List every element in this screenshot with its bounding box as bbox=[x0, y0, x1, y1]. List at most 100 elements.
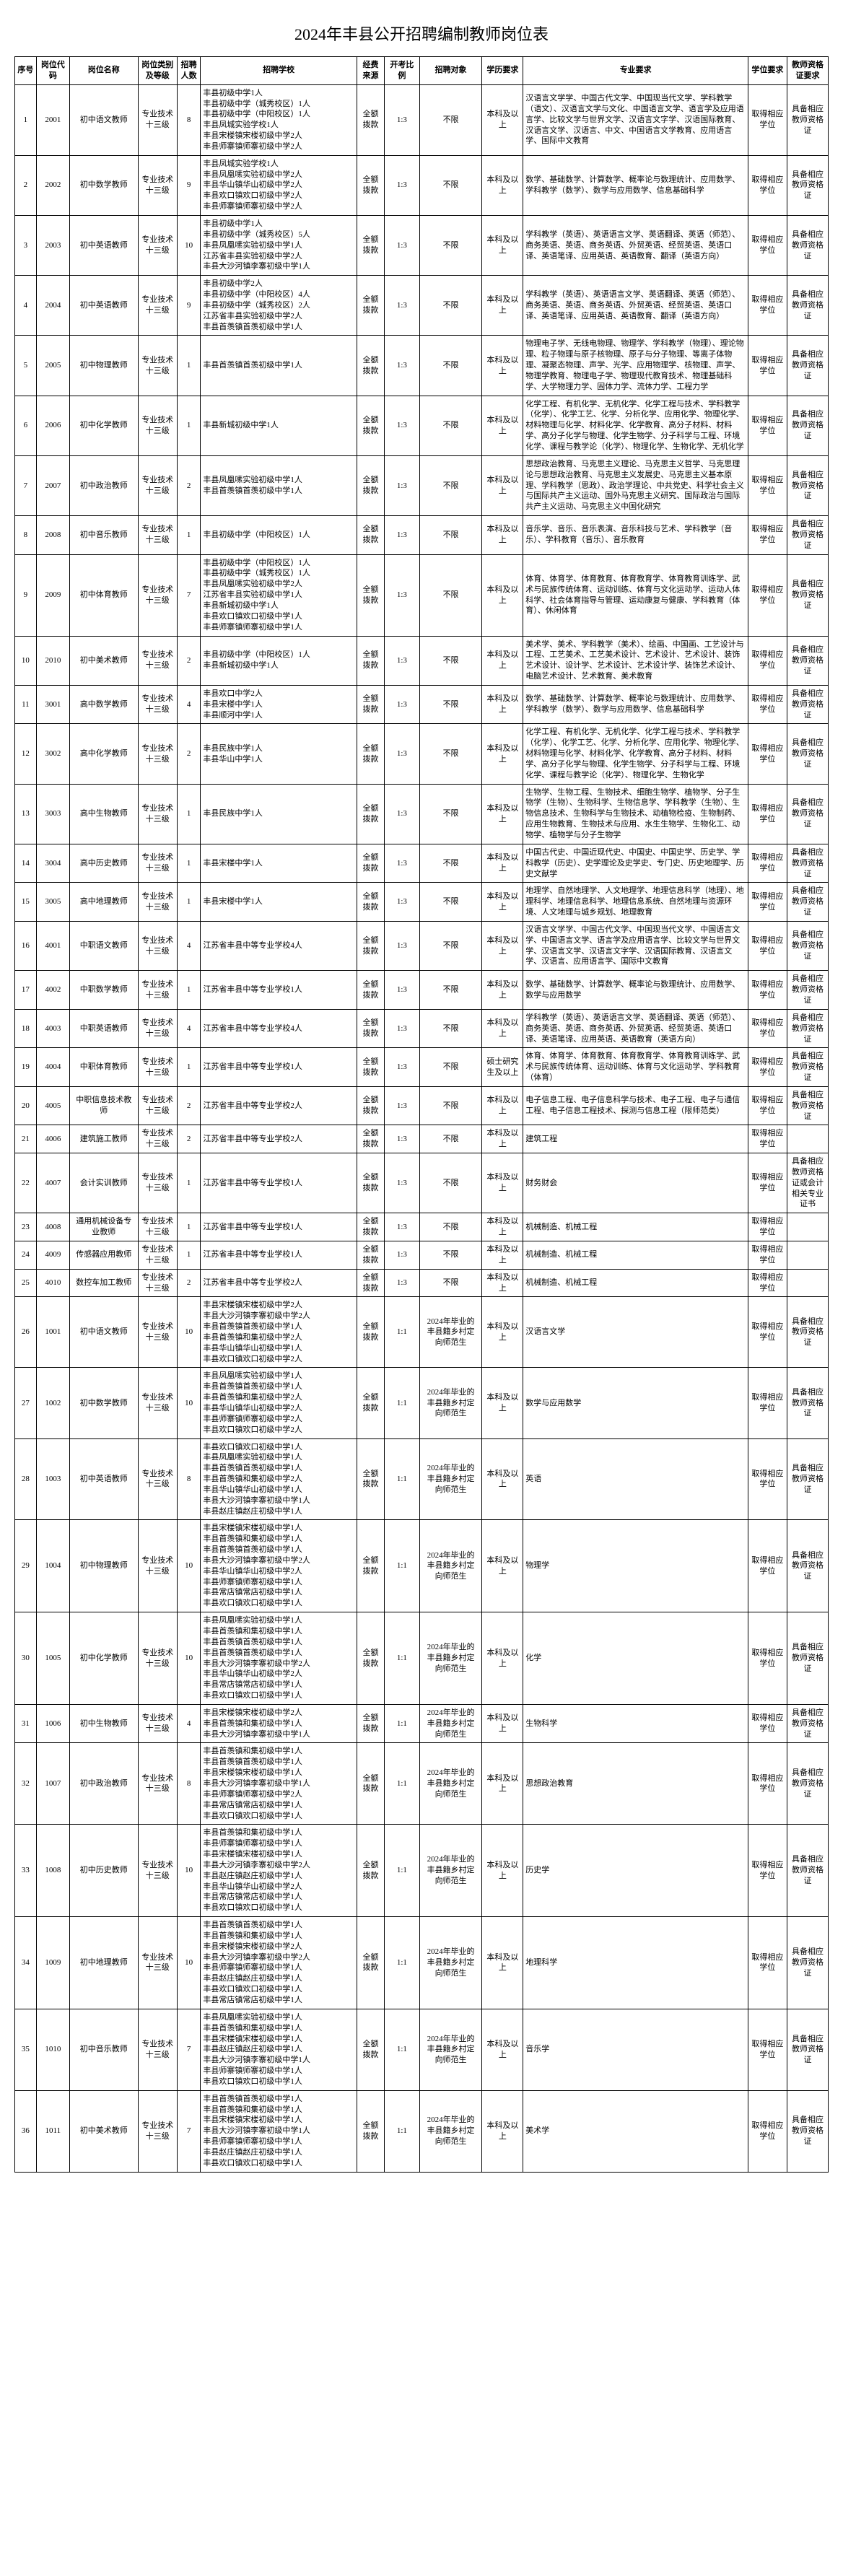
cell-fund: 全额拨款 bbox=[357, 1612, 385, 1705]
cell-cat: 专业技术十三级 bbox=[138, 336, 177, 396]
cell-num: 1 bbox=[177, 971, 201, 1010]
col-header: 岗位类别及等级 bbox=[138, 57, 177, 85]
cell-seq: 13 bbox=[15, 784, 37, 844]
cell-ratio: 1:1 bbox=[384, 2009, 419, 2090]
cell-school: 丰县宋楼镇宋楼初级中学2人丰县首羡镇和集初级中学1人丰县大沙河镇李寨初级中学1人 bbox=[201, 1704, 357, 1743]
cell-cert: 具备相应教师资格证 bbox=[787, 784, 829, 844]
cell-edu: 本科及以上 bbox=[482, 155, 523, 215]
cell-num: 9 bbox=[177, 155, 201, 215]
cell-school: 丰县宋楼中学1人 bbox=[201, 844, 357, 883]
cell-major: 音乐学、音乐、音乐表演、音乐科技与艺术、学科教学（音乐）、学科教育（音乐）、音乐… bbox=[523, 516, 748, 555]
cell-num: 2 bbox=[177, 724, 201, 784]
cell-name: 中职英语教师 bbox=[69, 1009, 138, 1048]
table-row: 331008初中历史教师专业技术十三级10丰县首羡镇和集初级中学1人丰县师寨镇师… bbox=[15, 1825, 829, 1917]
table-row: 22002初中数学教师专业技术十三级9丰县凤城实验学校1人丰县凤凰嗉实验初级中学… bbox=[15, 155, 829, 215]
cell-target: 不限 bbox=[419, 215, 482, 275]
cell-ratio: 1:1 bbox=[384, 1612, 419, 1705]
cell-major: 学科教学（英语）、英语语言文学、英语翻译、英语（师范）、商务英语、英语、商务英语… bbox=[523, 1009, 748, 1048]
cell-major: 机械制造、机械工程 bbox=[523, 1269, 748, 1297]
cell-name: 高中历史教师 bbox=[69, 844, 138, 883]
cell-edu: 本科及以上 bbox=[482, 636, 523, 685]
cell-degree: 取得相应学位 bbox=[748, 1269, 787, 1297]
cell-ratio: 1:3 bbox=[384, 336, 419, 396]
cell-seq: 30 bbox=[15, 1612, 37, 1705]
table-row: 351010初中音乐教师专业技术十三级7丰县凤凰嗉实验初级中学1人丰县首羡镇和集… bbox=[15, 2009, 829, 2090]
cell-ratio: 1:3 bbox=[384, 784, 419, 844]
cell-seq: 26 bbox=[15, 1297, 37, 1368]
cell-code: 3005 bbox=[36, 883, 69, 922]
cell-code: 1001 bbox=[36, 1297, 69, 1368]
cell-cert bbox=[787, 1125, 829, 1153]
cell-name: 初中地理教师 bbox=[69, 1917, 138, 2009]
cell-code: 2001 bbox=[36, 84, 69, 155]
cell-cert: 具备相应教师资格证 bbox=[787, 1438, 829, 1520]
cell-major: 物理学 bbox=[523, 1520, 748, 1612]
cell-ratio: 1:1 bbox=[384, 1704, 419, 1743]
cell-edu: 本科及以上 bbox=[482, 1704, 523, 1743]
cell-school: 丰县首羡镇和集初级中学1人丰县师寨镇师寨初级中学1人丰县宋楼镇宋楼初级中学1人丰… bbox=[201, 1825, 357, 1917]
cell-num: 2 bbox=[177, 1086, 201, 1125]
cell-degree: 取得相应学位 bbox=[748, 1009, 787, 1048]
col-header: 招聘人数 bbox=[177, 57, 201, 85]
cell-degree: 取得相应学位 bbox=[748, 636, 787, 685]
cell-major: 数学、基础数学、计算数学、概率论与数理统计、应用数学、数学与应用数学 bbox=[523, 971, 748, 1010]
cell-name: 初中美术教师 bbox=[69, 2090, 138, 2172]
cell-edu: 本科及以上 bbox=[482, 784, 523, 844]
cell-school: 江苏省丰县中等专业学校2人 bbox=[201, 1125, 357, 1153]
cell-degree: 取得相应学位 bbox=[748, 1917, 787, 2009]
cell-target: 2024年毕业的丰县籍乡村定向师范生 bbox=[419, 1520, 482, 1612]
table-row: 133003高中生物教师专业技术十三级1丰县民族中学1人全额拨款1:3不限本科及… bbox=[15, 784, 829, 844]
cell-degree: 取得相应学位 bbox=[748, 784, 787, 844]
cell-num: 1 bbox=[177, 1153, 201, 1213]
cell-degree: 取得相应学位 bbox=[748, 724, 787, 784]
cell-target: 不限 bbox=[419, 844, 482, 883]
cell-target: 不限 bbox=[419, 516, 482, 555]
cell-school: 丰县初级中学2人丰县初级中学（中阳校区）4人丰县初级中学（城秀校区）2人江苏省丰… bbox=[201, 276, 357, 336]
cell-target: 2024年毕业的丰县籍乡村定向师范生 bbox=[419, 1704, 482, 1743]
cell-code: 3004 bbox=[36, 844, 69, 883]
cell-seq: 19 bbox=[15, 1048, 37, 1087]
cell-code: 1008 bbox=[36, 1825, 69, 1917]
cell-seq: 18 bbox=[15, 1009, 37, 1048]
col-header: 专业要求 bbox=[523, 57, 748, 85]
cell-num: 8 bbox=[177, 1438, 201, 1520]
cell-name: 初中化学教师 bbox=[69, 1612, 138, 1705]
cell-seq: 17 bbox=[15, 971, 37, 1010]
cell-major: 数学、基础数学、计算数学、概率论与数理统计、应用数学、学科教学（数学）、数学与应… bbox=[523, 155, 748, 215]
cell-name: 高中数学教师 bbox=[69, 685, 138, 724]
cell-cert: 具备相应教师资格证 bbox=[787, 1048, 829, 1087]
col-header: 经费来源 bbox=[357, 57, 385, 85]
cell-cat: 专业技术十三级 bbox=[138, 1704, 177, 1743]
cell-cat: 专业技术十三级 bbox=[138, 1612, 177, 1705]
cell-edu: 本科及以上 bbox=[482, 396, 523, 455]
cell-num: 1 bbox=[177, 1213, 201, 1241]
table-row: 281003初中英语教师专业技术十三级8丰县欢口镇欢口初级中学1人丰县凤凰嗉实验… bbox=[15, 1438, 829, 1520]
cell-name: 初中生物教师 bbox=[69, 1704, 138, 1743]
cell-code: 2003 bbox=[36, 215, 69, 275]
cell-edu: 本科及以上 bbox=[482, 685, 523, 724]
cell-fund: 全额拨款 bbox=[357, 155, 385, 215]
cell-name: 初中政治教师 bbox=[69, 455, 138, 515]
cell-num: 1 bbox=[177, 336, 201, 396]
cell-cert: 具备相应教师资格证 bbox=[787, 516, 829, 555]
cell-num: 1 bbox=[177, 844, 201, 883]
cell-name: 传感器应用教师 bbox=[69, 1241, 138, 1270]
table-row: 361011初中美术教师专业技术十三级7丰县首羡镇首羡初级中学1人丰县首羡镇和集… bbox=[15, 2090, 829, 2172]
cell-seq: 2 bbox=[15, 155, 37, 215]
cell-edu: 本科及以上 bbox=[482, 2009, 523, 2090]
cell-cert: 具备相应教师资格证或会计相关专业证书 bbox=[787, 1153, 829, 1213]
cell-seq: 6 bbox=[15, 396, 37, 455]
cell-code: 1010 bbox=[36, 2009, 69, 2090]
cell-cert: 具备相应教师资格证 bbox=[787, 336, 829, 396]
col-header: 招聘对象 bbox=[419, 57, 482, 85]
cell-cat: 专业技术十三级 bbox=[138, 1917, 177, 2009]
cell-ratio: 1:3 bbox=[384, 1086, 419, 1125]
cell-ratio: 1:3 bbox=[384, 883, 419, 922]
cell-target: 不限 bbox=[419, 1241, 482, 1270]
table-row: 261001初中语文教师专业技术十三级10丰县宋楼镇宋楼初级中学2人丰县大沙河镇… bbox=[15, 1297, 829, 1368]
cell-code: 4002 bbox=[36, 971, 69, 1010]
cell-school: 江苏省丰县中等专业学校2人 bbox=[201, 1269, 357, 1297]
cell-num: 4 bbox=[177, 1009, 201, 1048]
cell-ratio: 1:3 bbox=[384, 84, 419, 155]
cell-major: 建筑工程 bbox=[523, 1125, 748, 1153]
